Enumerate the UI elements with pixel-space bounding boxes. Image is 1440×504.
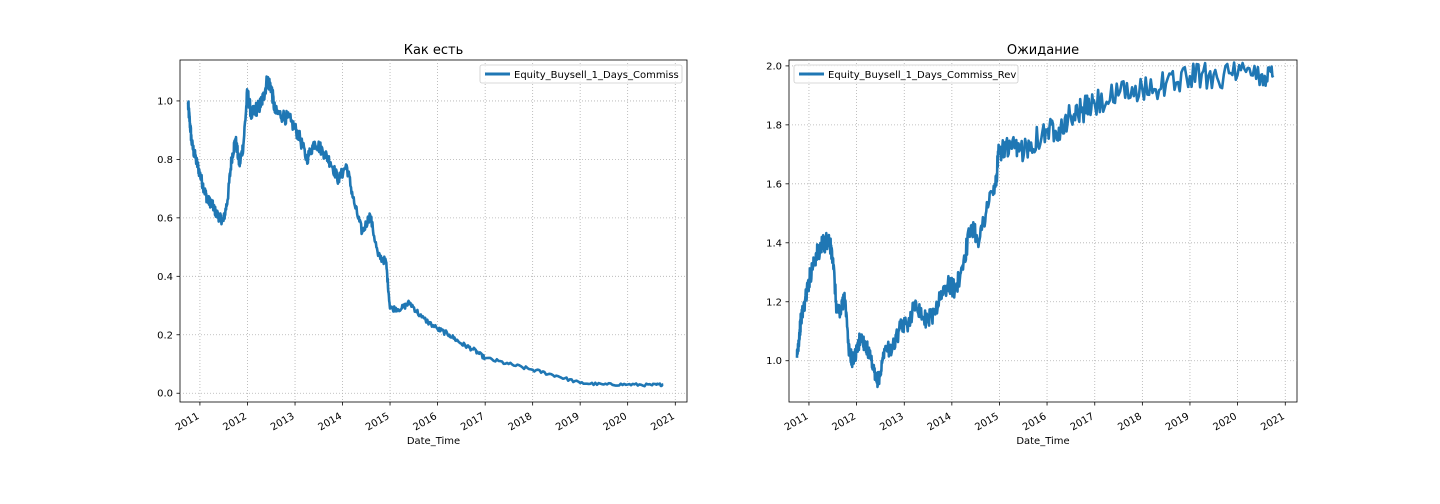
legend-box-2: [793, 64, 1019, 84]
legend-1: Equity_Buysell_1_Days_Commiss: [479, 64, 683, 84]
x-tick-label: 2020: [1211, 411, 1239, 433]
legend-2: Equity_Buysell_1_Days_Commiss_Rev: [793, 64, 1019, 84]
x-tick-label: 2016: [411, 411, 439, 433]
y-tick-label: 1.8: [766, 120, 782, 131]
x-tick-label: 2013: [878, 411, 906, 433]
x-tick-label: 2013: [269, 411, 297, 433]
x-tick-label: 2019: [1164, 411, 1192, 433]
x-tick-label: 2014: [316, 411, 344, 433]
x-tick-label: 2020: [602, 411, 630, 433]
x-tick-label: 2021: [1259, 411, 1287, 433]
chart-title-2: Ожидание: [1007, 43, 1079, 58]
chart-title-1: Как есть: [404, 43, 464, 58]
plot-area-1: [179, 59, 688, 403]
x-tick-label: 2012: [830, 411, 858, 433]
panel-1: Как есть Date_Time 2011 2012 2013 2014 2015 2…: [157, 43, 688, 447]
gridlines-1: [180, 60, 687, 402]
series-layer-2: [795, 61, 1275, 389]
y-tick-label: 0.2: [157, 330, 173, 341]
x-axis-label-2: Date_Time: [1016, 436, 1069, 447]
y-tick-label: 1.4: [766, 238, 782, 249]
x-tick-label: 2015: [973, 411, 1001, 433]
series-layer-1: [186, 75, 664, 388]
y-tick-label: 1.6: [766, 179, 782, 190]
x-tick-label: 2017: [1069, 411, 1097, 433]
y-tick-label: 0.6: [157, 213, 173, 224]
y-tick-label: 0.0: [157, 389, 173, 400]
x-tick-label: 2021: [649, 411, 677, 433]
y-tick-label: 1.2: [766, 297, 782, 308]
series-line: [186, 75, 664, 388]
y-axis-1: 0.0 0.2 0.4 0.6 0.8 1.0: [157, 96, 180, 400]
y-tick-label: 0.8: [157, 155, 173, 166]
x-tick-label: 2019: [554, 411, 582, 433]
x-tick-label: 2012: [221, 411, 249, 433]
x-tick-label: 2018: [1116, 411, 1144, 433]
legend-box-1: [479, 64, 683, 84]
panel-2: Ожидание Date_Time 2011 2012 2013 2014 2015 2…: [766, 43, 1298, 447]
legend-label-1: Equity_Buysell_1_Days_Commiss: [514, 70, 679, 81]
x-tick-label: 2011: [783, 411, 811, 433]
x-tick-label: 2018: [507, 411, 535, 433]
x-tick-label: 2011: [174, 411, 202, 433]
plot-area-2: [788, 59, 1298, 403]
x-axis-label-1: Date_Time: [407, 436, 460, 447]
y-axis-2: 1.0 1.2 1.4 1.6 1.8 2.0: [766, 61, 789, 367]
y-tick-label: 0.4: [157, 272, 173, 283]
x-axis-2: 2011 2012 2013 2014 2015 2016 2017 2018 2019 2020…: [783, 402, 1287, 433]
x-tick-label: 2016: [1021, 411, 1049, 433]
x-tick-label: 2015: [364, 411, 392, 433]
legend-label-2: Equity_Buysell_1_Days_Commiss_Rev: [828, 70, 1016, 81]
y-tick-label: 1.0: [766, 356, 782, 367]
y-tick-label: 2.0: [766, 61, 782, 72]
x-tick-label: 2014: [926, 411, 954, 433]
x-tick-label: 2017: [459, 411, 487, 433]
x-axis-1: 2011 2012 2013 2014 2015 2016 2017 2018 2019 2020…: [174, 402, 677, 433]
series-line: [795, 61, 1275, 389]
y-tick-label: 1.0: [157, 96, 173, 107]
